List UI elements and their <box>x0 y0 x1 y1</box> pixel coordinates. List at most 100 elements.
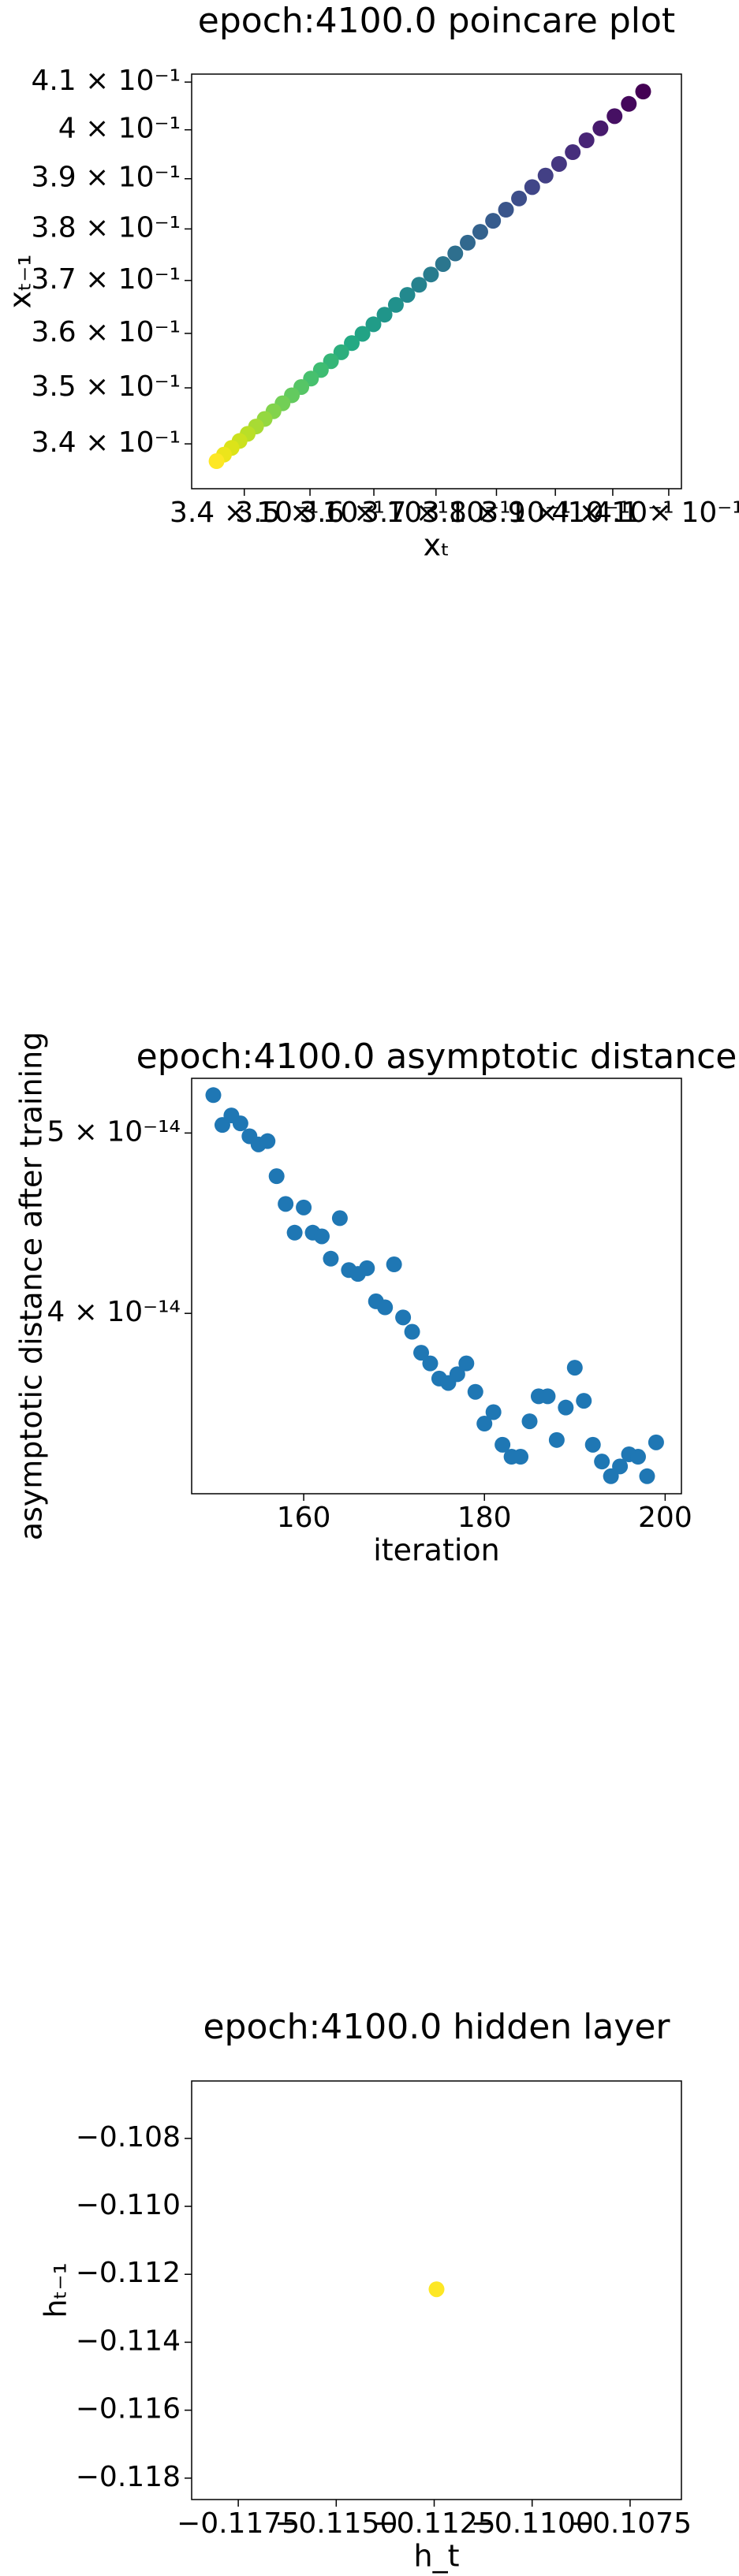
point <box>422 1355 439 1372</box>
point <box>537 167 554 184</box>
x-tick-label: 180 <box>457 1502 512 1534</box>
y-tick-label: 3.9 × 10⁻¹ <box>31 162 181 194</box>
point <box>513 1449 529 1465</box>
point <box>565 144 581 161</box>
x-tick-label: 160 <box>277 1502 331 1534</box>
x-tick-label: 3.7 × 10⁻¹ <box>361 497 511 529</box>
x-tick-label: 4.1 × 10⁻¹ <box>594 497 739 529</box>
chart-title: epoch:4100.0 hidden layer <box>203 2007 670 2047</box>
y-axis-label: xₜ₋₁ <box>3 255 38 309</box>
y-tick-label: −0.118 <box>76 2461 181 2493</box>
point <box>621 95 637 112</box>
y-axis-label: asymptotic distance after training <box>14 1032 49 1541</box>
point <box>376 307 393 323</box>
x-tick-label: 3.6 × 10⁻¹ <box>299 497 449 529</box>
point <box>259 1133 276 1149</box>
point <box>592 120 609 136</box>
point <box>377 1299 394 1316</box>
y-axis-label: hₜ₋₁ <box>39 2262 73 2318</box>
point <box>612 1458 629 1475</box>
point <box>333 344 349 360</box>
point <box>635 84 651 100</box>
point <box>278 1196 294 1212</box>
point <box>232 1115 248 1132</box>
point <box>413 1345 430 1361</box>
x-tick-label: −0.1175 <box>177 2507 300 2540</box>
point <box>428 2281 445 2298</box>
point <box>521 1413 538 1430</box>
point <box>485 213 502 229</box>
point <box>551 155 567 172</box>
x-tick-label: 200 <box>638 1502 692 1534</box>
point <box>460 234 476 251</box>
point <box>395 1309 412 1326</box>
x-tick-label: 3.5 × 10⁻¹ <box>235 497 385 529</box>
point <box>467 1383 483 1400</box>
point <box>286 1224 303 1241</box>
point <box>365 316 382 333</box>
x-tick-label: 3.8 × 10⁻¹ <box>422 497 572 529</box>
point <box>435 255 451 272</box>
point <box>576 1393 592 1409</box>
y-tick-label: 5 × 10⁻¹⁴ <box>47 1115 181 1148</box>
point <box>354 326 371 342</box>
y-tick-label: 3.6 × 10⁻¹ <box>31 316 181 348</box>
point <box>584 1436 601 1453</box>
point <box>498 202 514 218</box>
y-tick-label: −0.110 <box>76 2189 181 2221</box>
x-tick-label: 3.9 × 10⁻¹ <box>480 497 630 529</box>
point <box>476 1416 493 1432</box>
y-tick-label: 4 × 10⁻¹ <box>58 113 181 145</box>
x-axis-label: h_t <box>414 2539 460 2574</box>
point <box>511 190 528 207</box>
y-tick-label: 4.1 × 10⁻¹ <box>31 65 181 97</box>
point <box>524 179 540 195</box>
point <box>449 1366 465 1383</box>
point <box>387 296 404 313</box>
x-tick-label: −0.1150 <box>274 2507 397 2540</box>
point <box>208 453 225 470</box>
y-tick-label: 4 × 10⁻¹⁴ <box>47 1296 181 1328</box>
point <box>296 1199 312 1215</box>
plot-frame <box>191 2080 682 2500</box>
point <box>399 287 416 303</box>
point <box>630 1449 647 1465</box>
point <box>205 1087 222 1104</box>
chart-title: epoch:4100.0 asymptotic distance <box>136 1037 737 1077</box>
point <box>472 224 488 240</box>
point <box>558 1399 574 1416</box>
point <box>386 1256 402 1273</box>
x-tick-label: 4 × 10⁻¹ <box>551 497 674 529</box>
point <box>313 1228 330 1245</box>
point <box>344 335 360 352</box>
y-tick-label: 3.8 × 10⁻¹ <box>31 211 181 244</box>
point <box>495 1436 511 1453</box>
y-tick-label: −0.114 <box>76 2325 181 2357</box>
point <box>268 1168 285 1185</box>
point <box>578 132 595 148</box>
y-tick-label: 3.4 × 10⁻¹ <box>31 426 181 459</box>
y-tick-label: −0.108 <box>76 2121 181 2153</box>
point <box>447 245 464 262</box>
x-axis-label: iteration <box>373 1533 500 1568</box>
y-tick-label: −0.116 <box>76 2393 181 2425</box>
x-tick-label: −0.1075 <box>569 2507 692 2540</box>
point <box>404 1323 420 1340</box>
point <box>411 277 427 293</box>
point <box>323 1250 339 1267</box>
point <box>607 108 623 125</box>
x-tick-label: 3.4 × 10⁻¹ <box>170 497 319 529</box>
x-tick-label: −0.1125 <box>372 2507 495 2540</box>
point <box>548 1431 565 1448</box>
point <box>423 266 439 283</box>
point <box>485 1404 502 1420</box>
point <box>539 1388 556 1405</box>
point <box>648 1434 664 1450</box>
plot-frame <box>191 1078 682 1495</box>
x-tick-label: −0.1100 <box>471 2507 594 2540</box>
point <box>594 1454 610 1470</box>
point <box>639 1468 655 1484</box>
point <box>458 1355 475 1372</box>
point <box>331 1210 348 1227</box>
